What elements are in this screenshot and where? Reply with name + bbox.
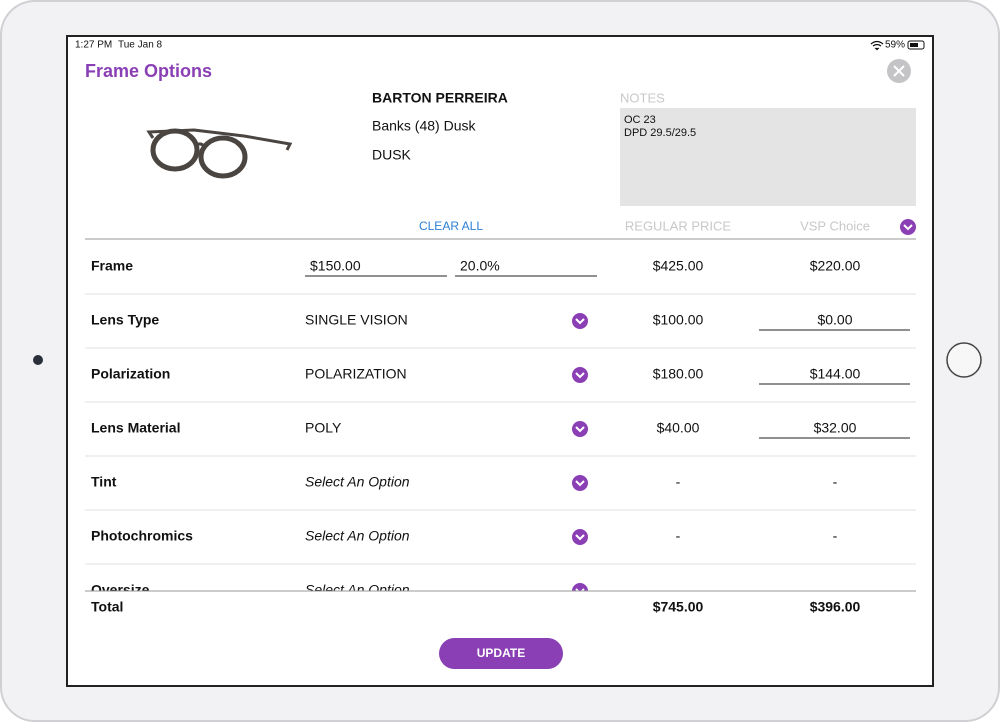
notes-line: DPD 29.5/29.5 (624, 127, 696, 139)
vsp-price[interactable]: $0.00 (817, 312, 852, 328)
regular-price: $425.00 (653, 258, 704, 274)
row-selection[interactable]: SINGLE VISION (305, 312, 408, 328)
frame-input[interactable]: $150.00 (310, 258, 361, 274)
dropdown-button[interactable] (572, 475, 588, 491)
row-selection[interactable]: Select An Option (305, 528, 410, 544)
camera (33, 355, 43, 365)
status-date: Tue Jan 8 (118, 40, 163, 51)
chevron-icon (575, 588, 585, 591)
notes-label: NOTES (620, 90, 665, 105)
row-selection[interactable]: POLARIZATION (305, 366, 407, 382)
notes-line: OC 23 (624, 114, 656, 126)
close-icon (893, 65, 905, 77)
battery-icon (907, 40, 925, 50)
clear-all-button[interactable]: CLEAR ALL (419, 219, 483, 233)
regular-price: $100.00 (653, 312, 704, 328)
battery-percent: 59% (885, 40, 905, 51)
row-label: Frame (91, 258, 133, 274)
product-model: Banks (48) Dusk (372, 118, 476, 134)
row-label: Lens Type (91, 312, 159, 328)
home-button[interactable] (946, 342, 982, 378)
dropdown-button[interactable] (572, 313, 588, 329)
chevron-icon (575, 318, 585, 325)
row-label: Oversize (91, 582, 150, 598)
update-label: UPDATE (477, 646, 525, 660)
row-label: Tint (91, 474, 117, 490)
total-regular: $745.00 (653, 599, 704, 615)
dropdown-button[interactable] (572, 421, 588, 437)
chevron-icon (575, 534, 585, 541)
chevron-icon (575, 372, 585, 379)
vsp-price: - (833, 474, 838, 490)
chevron-icon (575, 426, 585, 433)
row-label: Polarization (91, 366, 170, 382)
page-title: Frame Options (85, 61, 212, 81)
vsp-price[interactable]: $144.00 (810, 366, 861, 382)
row-selection[interactable]: POLY (305, 420, 342, 436)
product-brand: BARTON PERREIRA (372, 90, 508, 106)
frame-input[interactable]: 20.0% (460, 258, 500, 274)
row-label: Lens Material (91, 420, 180, 436)
update-button[interactable] (439, 638, 563, 669)
dropdown-button[interactable] (572, 529, 588, 545)
regular-price: - (676, 474, 681, 490)
row-label: Photochromics (91, 528, 193, 544)
chevron-icon (903, 224, 913, 231)
chevron-icon (575, 480, 585, 487)
wifi-icon (870, 40, 884, 51)
notes-box[interactable] (620, 108, 916, 206)
battery-level (910, 43, 918, 47)
vsp-price[interactable]: $32.00 (814, 420, 857, 436)
row-selection[interactable]: Select An Option (305, 582, 410, 598)
regular-price: $180.00 (653, 366, 704, 382)
total-label: Total (91, 599, 123, 615)
regular-price: $40.00 (657, 420, 700, 436)
glasses-image (146, 128, 293, 179)
product-color: DUSK (372, 147, 412, 163)
regular-price: - (676, 528, 681, 544)
vsp-price: - (833, 528, 838, 544)
vsp-price: $220.00 (810, 258, 861, 274)
total-vsp: $396.00 (810, 599, 861, 615)
option-rows: Frame $150.00 20.0% $425.00 $220.00 Lens Type… (85, 258, 916, 598)
dropdown-button[interactable] (572, 367, 588, 383)
status-time: 1:27 PM (75, 40, 112, 51)
column-header: VSP Choice (800, 218, 870, 233)
column-header: REGULAR PRICE (625, 218, 732, 233)
row-selection[interactable]: Select An Option (305, 474, 410, 490)
columns-dropdown[interactable] (900, 219, 916, 235)
